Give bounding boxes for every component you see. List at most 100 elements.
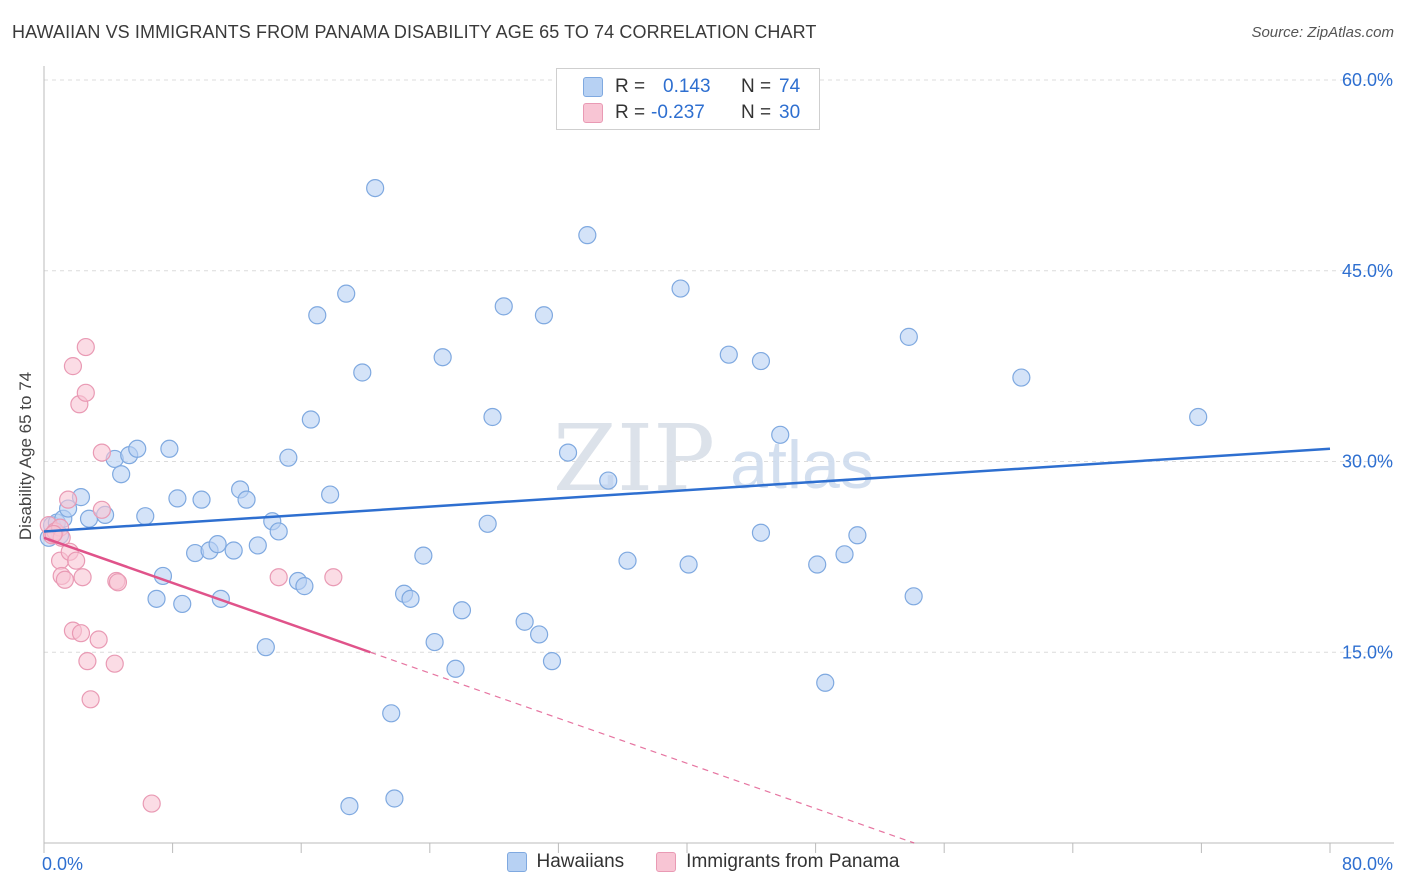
x-tick-label-max: 80.0% — [1342, 854, 1393, 874]
data-point — [67, 551, 86, 570]
data-point — [534, 306, 554, 325]
data-point — [324, 568, 343, 587]
data-point — [71, 624, 91, 643]
x-tick-label-min: 0.0% — [42, 854, 83, 874]
data-point — [269, 522, 288, 541]
data-point — [542, 652, 562, 671]
data-point — [237, 490, 256, 509]
data-point — [248, 536, 267, 555]
legend-r-value: -0.237 — [651, 102, 705, 123]
data-point — [401, 589, 420, 608]
data-point — [382, 704, 401, 723]
trend-line-panama — [43, 536, 371, 654]
data-point — [771, 425, 790, 444]
data-point — [899, 327, 918, 346]
data-point — [618, 551, 637, 570]
data-point — [301, 410, 320, 429]
data-point — [192, 490, 211, 509]
legend-swatch-hawaiians — [583, 77, 603, 97]
source-label: Source: ZipAtlas.com — [1251, 24, 1394, 41]
data-point — [414, 546, 433, 565]
data-point — [515, 612, 534, 631]
data-point — [147, 589, 166, 608]
data-point — [848, 526, 867, 545]
data-point — [385, 789, 404, 808]
data-point — [578, 226, 597, 245]
y-tick-label: 60.0% — [1342, 70, 1393, 90]
data-point — [160, 439, 179, 458]
data-point — [719, 345, 738, 364]
legend-n-value: 30 — [779, 102, 801, 123]
data-point — [494, 297, 513, 316]
data-point — [1012, 368, 1031, 387]
data-point — [76, 383, 95, 402]
data-point — [751, 523, 771, 542]
legend-row-panama: R = -0.237 N = 30 — [583, 101, 800, 125]
chart-title: HAWAIIAN VS IMMIGRANTS FROM PANAMA DISAB… — [12, 22, 817, 42]
legend-label-panama: Immigrants from Panama — [686, 851, 900, 872]
data-point — [1189, 407, 1208, 427]
legend-r-label: R = — [615, 102, 646, 123]
legend-item-hawaiians[interactable]: Hawaiians — [506, 851, 625, 873]
data-point — [446, 659, 465, 678]
data-point — [112, 465, 131, 484]
data-point — [59, 490, 78, 509]
legend-item-panama[interactable]: Immigrants from Panama — [656, 851, 899, 873]
data-point — [73, 568, 92, 587]
data-point — [835, 545, 854, 564]
legend-r-value: 0.143 — [663, 76, 711, 97]
data-point — [425, 632, 444, 652]
legend-label-hawaiians: Hawaiians — [536, 851, 625, 872]
y-axis-label: Disability Age 65 to 74 — [16, 371, 35, 541]
data-point — [92, 500, 111, 519]
data-point — [63, 357, 83, 376]
watermark-atlas: atlas — [730, 427, 874, 503]
data-point — [340, 797, 359, 816]
stats-legend: R = 0.143 N = 74 R = -0.237 N = 30 — [556, 68, 820, 130]
data-point — [433, 348, 452, 367]
data-point — [353, 363, 372, 382]
data-point — [808, 555, 827, 574]
data-point — [599, 471, 618, 490]
data-point — [337, 284, 356, 303]
y-tick-label: 45.0% — [1342, 261, 1393, 281]
legend-n-value: 74 — [779, 76, 801, 97]
data-point — [76, 337, 95, 357]
trend-lines — [43, 447, 1331, 844]
data-point — [224, 541, 243, 560]
data-point — [269, 568, 288, 587]
legend-swatch-panama — [583, 103, 603, 123]
data-point — [89, 630, 108, 649]
data-point — [816, 673, 835, 692]
series-legend: Hawaiians Immigrants from Panama — [0, 851, 1406, 873]
data-point — [530, 625, 549, 644]
data-point — [168, 489, 187, 508]
data-point — [173, 594, 192, 614]
data-point — [279, 448, 298, 467]
data-point — [558, 443, 578, 462]
legend-swatch-hawaiians — [506, 852, 527, 872]
data-point — [452, 601, 472, 620]
data-point — [78, 652, 97, 671]
data-point — [142, 794, 161, 813]
trend-line-hawaiians — [43, 447, 1331, 533]
data-point — [128, 439, 147, 458]
tick-labels: 15.0% 30.0% 45.0% 60.0% 0.0% 80.0% — [42, 70, 1393, 874]
axes — [43, 66, 1394, 853]
legend-n-label: N = — [741, 76, 772, 97]
trend-line-panama-extension — [370, 651, 915, 844]
data-point — [136, 507, 155, 526]
gridlines — [44, 79, 1394, 653]
series-panama — [39, 337, 343, 813]
data-point — [55, 570, 74, 589]
data-point — [671, 279, 690, 298]
data-point — [108, 573, 128, 592]
legend-row-hawaiians: R = 0.143 N = 74 — [583, 75, 800, 99]
y-tick-label: 15.0% — [1342, 642, 1393, 662]
legend-n-label: N = — [741, 102, 772, 123]
data-point — [81, 690, 100, 709]
data-point — [483, 407, 502, 427]
data-point — [366, 178, 385, 198]
data-point — [751, 351, 771, 371]
